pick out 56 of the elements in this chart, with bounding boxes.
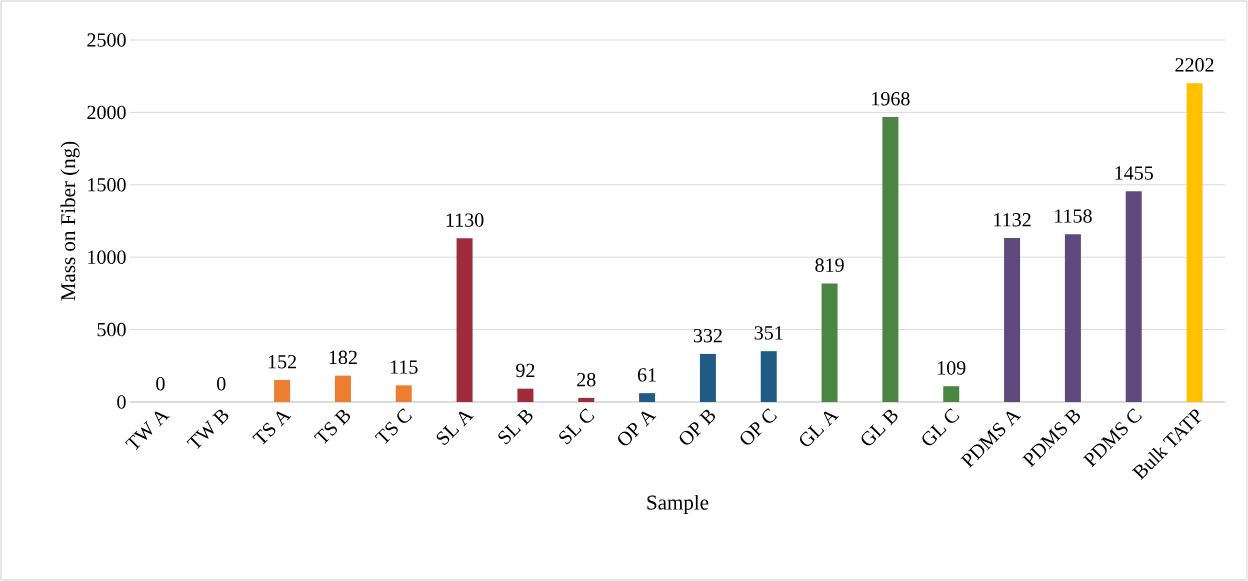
- y-tick-label: 2000: [87, 105, 126, 120]
- bar: [639, 393, 656, 402]
- bar: [882, 117, 899, 402]
- x-tick-label: SL B: [498, 409, 533, 445]
- data-label: 1968: [872, 92, 910, 106]
- data-label: 1158: [1055, 209, 1092, 223]
- x-tick-label: TW B: [186, 409, 229, 450]
- x-tick-label: SL A: [436, 411, 474, 446]
- data-label: 2202: [1175, 58, 1214, 72]
- data-label: 332: [693, 328, 722, 343]
- bar: [395, 385, 412, 402]
- data-label: 152: [268, 355, 296, 369]
- x-tick-label: GL A: [799, 411, 839, 447]
- bar: [699, 353, 716, 402]
- bar: [1125, 191, 1142, 402]
- x-tick-label: TS C: [374, 408, 412, 444]
- y-tick-label: 500: [97, 322, 126, 337]
- y-tick-label: 0: [117, 395, 126, 409]
- bar: [1186, 83, 1203, 402]
- bar: [517, 388, 534, 402]
- x-tick-label: OP A: [618, 411, 657, 446]
- x-tick-label: TS B: [313, 409, 351, 444]
- x-tick-label: TS A: [252, 411, 292, 445]
- data-label: 351: [754, 326, 783, 340]
- data-label: 1455: [1115, 166, 1153, 180]
- data-label: 28: [577, 372, 596, 387]
- x-tick-label: GL B: [861, 409, 898, 446]
- data-label: 1132: [994, 213, 1031, 227]
- x-tick-label: OP B: [679, 409, 716, 445]
- x-axis-title: Sample: [647, 494, 709, 514]
- data-label: 0: [217, 376, 226, 391]
- bar: [274, 379, 291, 402]
- x-tick-label: SL C: [559, 408, 595, 445]
- bar: [760, 351, 777, 402]
- bar: [1004, 238, 1021, 402]
- data-label: 109: [937, 361, 966, 375]
- data-label: 61: [637, 368, 656, 382]
- bar: [578, 397, 595, 402]
- y-tick-label: 2500: [87, 33, 126, 47]
- data-label: 819: [815, 258, 844, 272]
- bar: [943, 386, 960, 402]
- data-label: 0: [156, 376, 165, 391]
- y-axis-title: Mass on Fiber (ng): [60, 141, 80, 301]
- bar: [1064, 234, 1081, 402]
- x-tick-label: TW A: [125, 411, 170, 450]
- bar: [821, 283, 838, 402]
- data-label: 1130: [446, 213, 484, 227]
- x-tick-label: GL C: [922, 408, 960, 446]
- bar: [456, 238, 473, 402]
- x-tick-label: OP C: [740, 408, 777, 445]
- data-label: 182: [329, 350, 357, 365]
- y-tick-label: 1000: [88, 250, 126, 264]
- data-label: 115: [390, 360, 418, 374]
- bar: [334, 375, 351, 402]
- data-label: 92: [516, 363, 535, 378]
- y-tick-label: 1500: [88, 178, 126, 192]
